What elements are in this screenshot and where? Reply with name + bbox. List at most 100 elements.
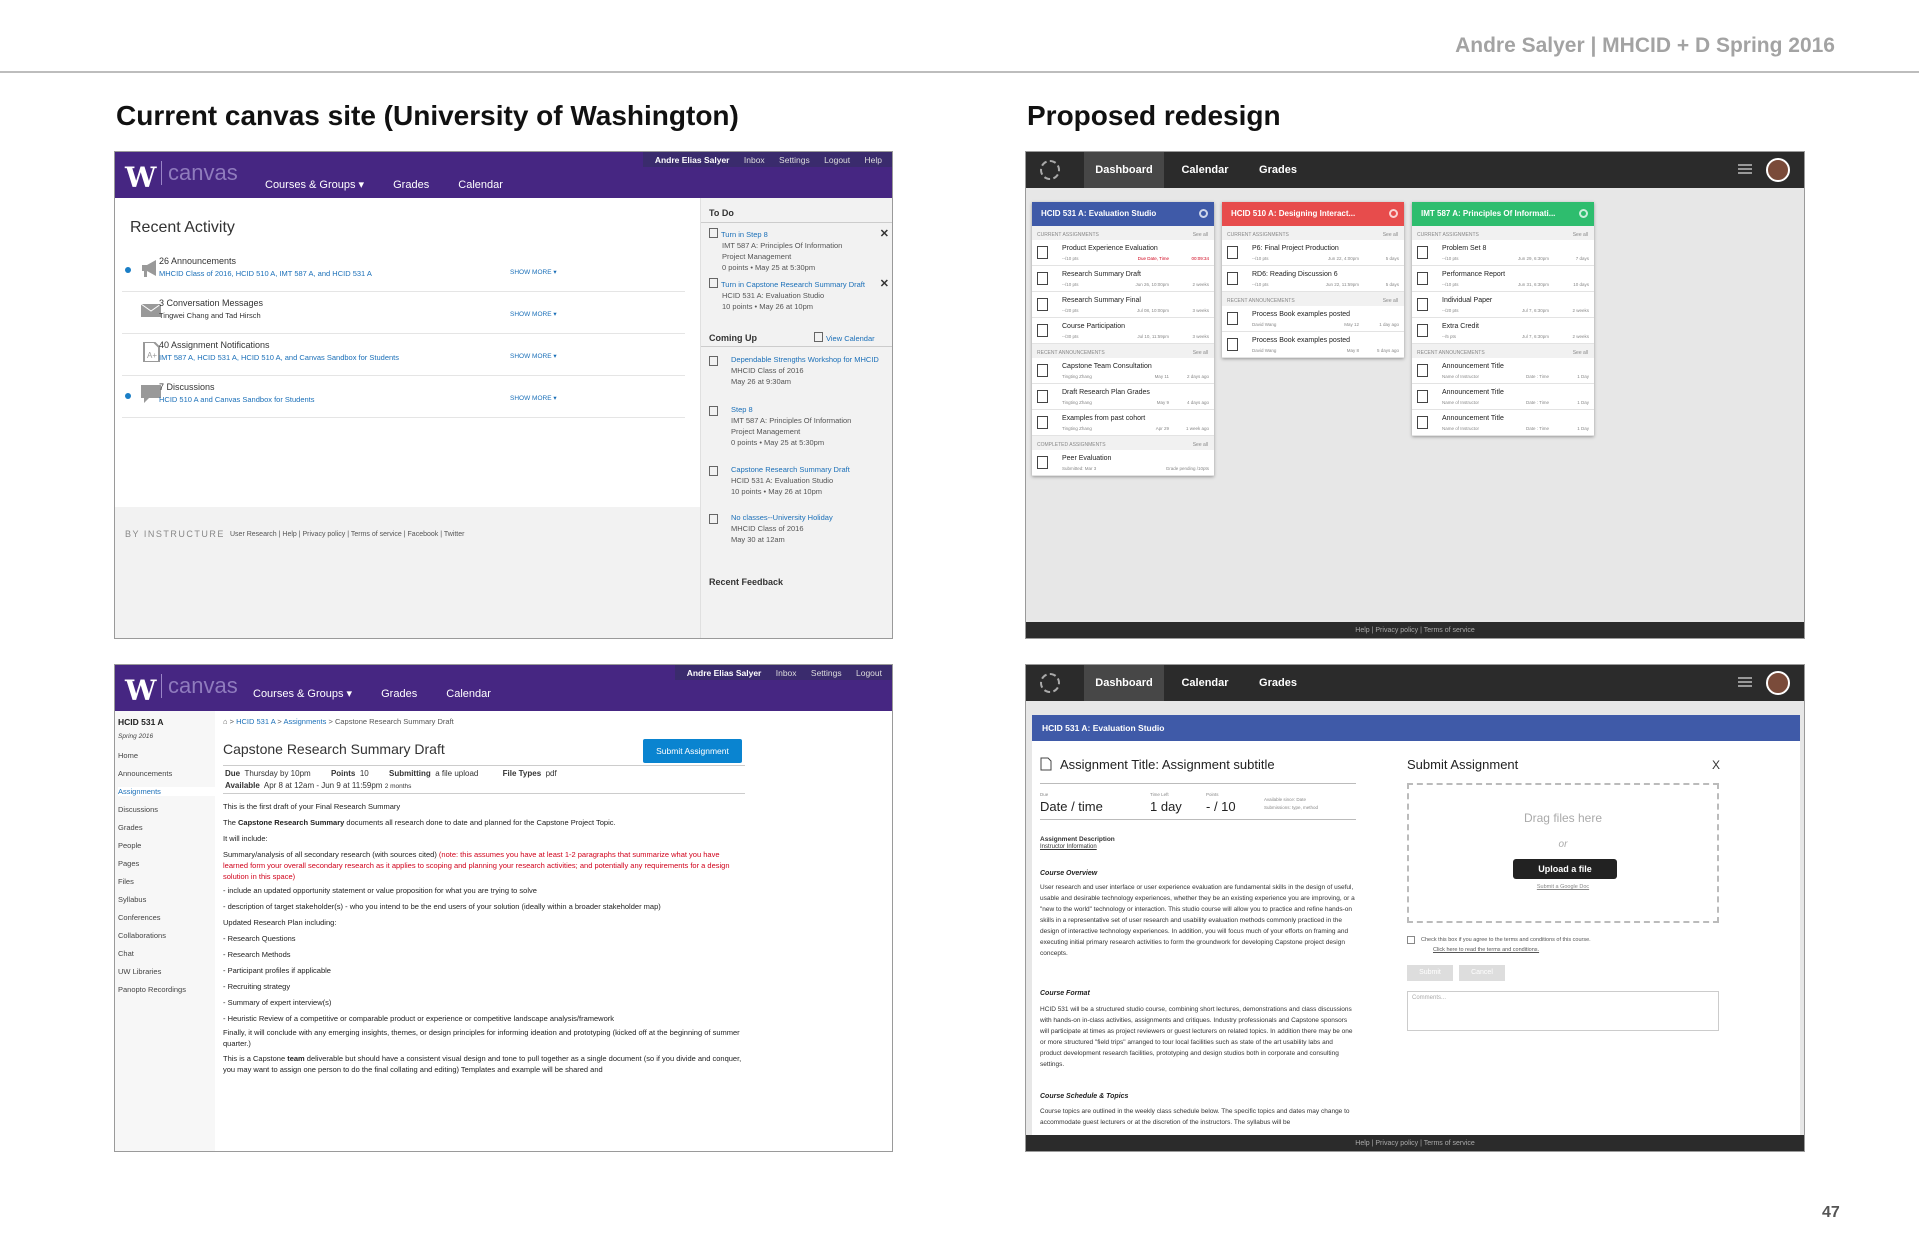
see-all-link[interactable]: See all: [1572, 350, 1588, 356]
course-card[interactable]: HCID 531 A: Evaluation Studio CURRENT ASS…: [1032, 202, 1214, 476]
sidebar-item-announcements[interactable]: Announcements: [118, 769, 173, 778]
card-row[interactable]: Capstone Team Consultation Tingting Zhang…: [1032, 358, 1214, 384]
card-row[interactable]: Process Book examples posted David Wang 1 …: [1222, 306, 1404, 332]
settings-link[interactable]: Settings: [810, 668, 842, 678]
sidebar-item-conferences[interactable]: Conferences: [118, 913, 161, 922]
todo-link[interactable]: Turn in Capstone Research Summary Draft: [709, 278, 891, 290]
avatar[interactable]: [1766, 671, 1790, 695]
breadcrumb-course[interactable]: HCID 531 A: [236, 717, 276, 726]
card-row[interactable]: RD6: Reading Discussion 6 --/10 pts 5 days…: [1222, 266, 1404, 292]
tab-dashboard[interactable]: Dashboard: [1084, 152, 1164, 188]
redesign-footer[interactable]: Help | Privacy policy | Terms of service: [1026, 622, 1804, 638]
help-link[interactable]: Help: [864, 155, 882, 165]
redesign-footer[interactable]: Help | Privacy policy | Terms of service: [1026, 1135, 1804, 1151]
see-all-link[interactable]: See all: [1192, 232, 1208, 238]
see-all-link[interactable]: See all: [1192, 350, 1208, 356]
course-card-header[interactable]: IMT 587 A: Principles Of Informati...: [1412, 202, 1594, 226]
sidebar-item-people[interactable]: People: [118, 841, 142, 850]
inbox-link[interactable]: Inbox: [743, 155, 765, 165]
breadcrumb-assignments[interactable]: Assignments: [283, 717, 327, 726]
logout-link[interactable]: Logout: [856, 668, 882, 678]
sidebar-item-assignments[interactable]: Assignments: [118, 787, 215, 796]
user-name[interactable]: Andre Elias Salyer: [654, 155, 730, 165]
submit-assignment-button[interactable]: Submit Assignment: [643, 739, 742, 763]
logout-link[interactable]: Logout: [824, 155, 851, 165]
card-row[interactable]: Performance Report --/10 pts 10 days Jun 31…: [1412, 266, 1594, 292]
activity-row[interactable]: A+ 40 Assignment Notifications IMT 587 A…: [122, 336, 685, 376]
dismiss-icon[interactable]: ✕: [879, 228, 889, 240]
tab-calendar[interactable]: Calendar: [1181, 677, 1229, 689]
upload-file-button[interactable]: Upload a file: [1513, 859, 1617, 879]
home-icon[interactable]: ⌂: [223, 717, 228, 726]
gear-icon[interactable]: [1389, 209, 1398, 218]
sidebar-item-collaborations[interactable]: Collaborations: [118, 931, 166, 940]
nav-grades[interactable]: Grades: [381, 688, 418, 700]
course-card[interactable]: HCID 510 A: Designing Interact... CURRENT…: [1222, 202, 1404, 358]
logo-icon[interactable]: [1040, 160, 1060, 180]
sidebar-item-syllabus[interactable]: Syllabus: [118, 895, 147, 904]
card-row[interactable]: Peer Evaluation Submitted: Mar 3 Grade pen…: [1032, 450, 1214, 476]
sidebar-item-chat[interactable]: Chat: [118, 949, 134, 958]
card-row[interactable]: Process Book examples posted David Wang 5 …: [1222, 332, 1404, 358]
close-icon[interactable]: X: [1712, 758, 1721, 772]
nav-calendar[interactable]: Calendar: [446, 688, 491, 700]
settings-link[interactable]: Settings: [779, 155, 810, 165]
terms-checkbox[interactable]: [1407, 936, 1415, 944]
instructor-link[interactable]: Instructor Information: [1040, 844, 1097, 850]
course-card-header[interactable]: HCID 531 A: Evaluation Studio: [1032, 202, 1214, 226]
card-row[interactable]: Examples from past cohort Tingting Zhang 1…: [1032, 410, 1214, 436]
coming-link[interactable]: Dependable Strengths Workshop for MHCID: [731, 355, 879, 364]
tab-dashboard[interactable]: Dashboard: [1084, 665, 1164, 701]
todo-item[interactable]: Turn in Step 8 IMT 587 A: Principles Of …: [709, 228, 891, 273]
sidebar-item-files[interactable]: Files: [118, 877, 134, 886]
tab-grades[interactable]: Grades: [1259, 164, 1297, 176]
nav-courses[interactable]: Courses & Groups ▾: [265, 179, 365, 191]
user-name[interactable]: Andre Elias Salyer: [686, 668, 762, 678]
activity-sources[interactable]: HCID 510 A and Canvas Sandbox for Studen…: [159, 395, 315, 404]
show-more-link[interactable]: SHOW MORE ▾: [510, 311, 557, 318]
coming-link[interactable]: Step 8: [731, 405, 753, 414]
instructure-brand[interactable]: BY INSTRUCTURE: [125, 529, 225, 539]
sidebar-item-discussions[interactable]: Discussions: [118, 805, 159, 814]
course-card[interactable]: IMT 587 A: Principles Of Informati... CUR…: [1412, 202, 1594, 436]
file-dropzone[interactable]: Drag files here or Upload a file Submit …: [1407, 783, 1719, 923]
card-row[interactable]: Individual Paper --/20 pts 2 weeks Jul 7, 6…: [1412, 292, 1594, 318]
hamburger-menu-icon[interactable]: [1738, 164, 1752, 174]
sidebar-item-uw-libraries[interactable]: UW Libraries: [118, 967, 162, 976]
card-row[interactable]: Announcement Title Name of Instructor 1 Da…: [1412, 384, 1594, 410]
see-all-link[interactable]: See all: [1192, 442, 1208, 448]
card-row[interactable]: Research Summary Final --/20 pts 3 weeks Ju…: [1032, 292, 1214, 318]
show-more-link[interactable]: SHOW MORE ▾: [510, 269, 557, 276]
card-row[interactable]: Announcement Title Name of Instructor 1 Da…: [1412, 410, 1594, 436]
activity-sources[interactable]: MHCID Class of 2016, HCID 510 A, IMT 587…: [159, 269, 372, 278]
see-all-link[interactable]: See all: [1382, 232, 1398, 238]
activity-sources[interactable]: IMT 587 A, HCID 531 A, HCID 510 A, and C…: [159, 353, 399, 362]
activity-row[interactable]: 7 Discussions HCID 510 A and Canvas Sand…: [122, 378, 685, 418]
card-row[interactable]: Research Summary Draft --/10 pts 2 weeks Ju…: [1032, 266, 1214, 292]
card-row[interactable]: Extra Credit --/5 pts 2 weeks Jul 7, 6:30pm: [1412, 318, 1594, 344]
inbox-link[interactable]: Inbox: [775, 668, 797, 678]
coming-item[interactable]: Capstone Research Summary Draft HCID 531 …: [709, 464, 891, 497]
card-row[interactable]: Product Experience Evaluation --/10 pts 00…: [1032, 240, 1214, 266]
card-row[interactable]: Announcement Title Name of Instructor 1 Da…: [1412, 358, 1594, 384]
card-row[interactable]: Problem Set 8 --/10 pts 7 days Jun 29, 6:30…: [1412, 240, 1594, 266]
footer-links[interactable]: User Research | Help | Privacy policy | …: [230, 531, 465, 538]
card-row[interactable]: Course Participation --/30 pts 3 weeks Jul …: [1032, 318, 1214, 344]
see-all-link[interactable]: See all: [1572, 232, 1588, 238]
activity-sources[interactable]: Tingwei Chang and Tad Hirsch: [159, 311, 261, 320]
coming-link[interactable]: No classes--University Holiday: [731, 513, 833, 522]
course-header[interactable]: HCID 531 A: Evaluation Studio: [1032, 715, 1800, 741]
gear-icon[interactable]: [1579, 209, 1588, 218]
coming-item[interactable]: Step 8 IMT 587 A: Principles Of Informati…: [709, 404, 891, 448]
tab-grades[interactable]: Grades: [1259, 677, 1297, 689]
activity-row[interactable]: 3 Conversation Messages Tingwei Chang an…: [122, 294, 685, 334]
todo-link[interactable]: Turn in Step 8: [709, 228, 891, 240]
hamburger-menu-icon[interactable]: [1738, 677, 1752, 687]
uw-logo[interactable]: W: [125, 161, 157, 194]
sidebar-item-home[interactable]: Home: [118, 751, 139, 760]
todo-item[interactable]: Turn in Capstone Research Summary Draft …: [709, 278, 891, 312]
card-row[interactable]: Draft Research Plan Grades Tingting Zhang…: [1032, 384, 1214, 410]
gear-icon[interactable]: [1199, 209, 1208, 218]
coming-link[interactable]: Capstone Research Summary Draft: [731, 465, 850, 474]
sidebar-item-pages[interactable]: Pages: [118, 859, 140, 868]
